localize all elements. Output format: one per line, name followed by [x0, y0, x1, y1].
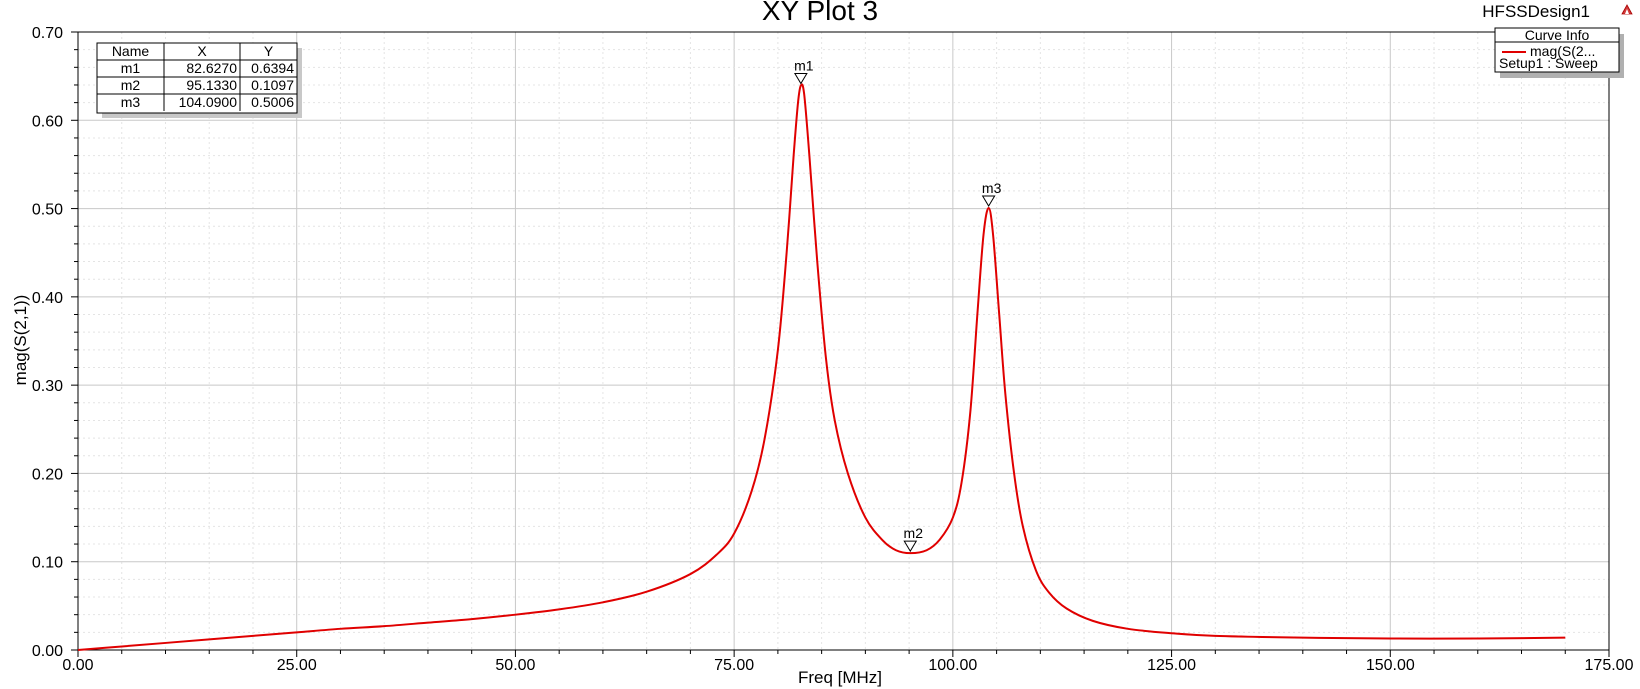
- legend-entry-label: mag(S(2...: [1530, 43, 1595, 59]
- marker-triangle-m2[interactable]: [903, 540, 918, 553]
- x-axis: 0.00 25.00 50.00 75.00 100.00 125.00 150.00 175…: [62, 650, 1634, 674]
- marker-table: Name X Ym1 82.6270 0.6394 m2 95.1330 0.1097 m3 10…: [96, 42, 302, 118]
- y-tick-label: 0.60: [32, 113, 63, 130]
- legend-entry-sub: Setup1 : Sweep: [1499, 55, 1598, 71]
- x-tick-label: 175.00: [1585, 657, 1634, 674]
- marker-table-box: [96, 42, 298, 114]
- plot-area-frame: [77, 31, 1610, 651]
- logo-icon-inner: [1625, 9, 1629, 14]
- y-axis-label: mag(S(2,1)): [11, 295, 30, 386]
- design-name: HFSSDesign1: [1482, 2, 1590, 21]
- marker-table-cell: m3: [121, 94, 141, 110]
- legend-header: Curve Info: [1525, 27, 1590, 43]
- marker-table-cell: 95.1330: [186, 77, 237, 93]
- y-tick-label: 0.40: [32, 290, 63, 307]
- marker-label-m1: m1: [794, 58, 814, 74]
- x-tick-label: 50.00: [495, 657, 535, 674]
- y-tick-label: 0.10: [32, 555, 63, 572]
- marker-table-cell: 0.1097: [251, 77, 294, 93]
- marker-table-cell: m2: [121, 77, 141, 93]
- marker-table-cell: 0.5006: [251, 94, 294, 110]
- marker-triangle-m1[interactable]: [793, 73, 808, 85]
- x-axis-label: Freq [MHz]: [798, 668, 882, 687]
- y-tick-label: 0.70: [32, 25, 63, 42]
- x-tick-label: 100.00: [928, 657, 977, 674]
- y-tick-label: 0.20: [32, 466, 63, 483]
- x-tick-label: 150.00: [1366, 657, 1415, 674]
- marker-table-header: Y: [264, 43, 274, 59]
- series-line: [77, 83, 1566, 651]
- curve-layer: [77, 83, 1566, 651]
- marker-table-cell: m1: [121, 60, 141, 76]
- legend: Curve Info mag(S(2... Setup1 : Sweep: [1494, 27, 1624, 78]
- y-axis: 0.00 0.10 0.20 0.30 0.40 0.50 0.60 0.70: [32, 25, 78, 660]
- plot-grid: [78, 32, 1609, 650]
- marker-table-header: X: [197, 43, 207, 59]
- marker-table-cell: 0.6394: [251, 60, 294, 76]
- y-tick-label: 0.50: [32, 202, 63, 219]
- x-tick-label: 0.00: [62, 657, 93, 674]
- y-tick-label: 0.00: [32, 643, 63, 660]
- marker-label-m2: m2: [904, 525, 924, 541]
- y-tick-label: 0.30: [32, 378, 63, 395]
- legend-box: [1494, 27, 1620, 73]
- x-tick-label: 125.00: [1147, 657, 1196, 674]
- x-tick-label: 75.00: [714, 657, 754, 674]
- marker-layer: m1 m2 m3: [793, 58, 1002, 553]
- marker-label-m3: m3: [982, 180, 1002, 196]
- marker-table-cell: 82.6270: [186, 60, 237, 76]
- marker-table-cell: 104.0900: [179, 94, 238, 110]
- marker-triangle-m3[interactable]: [981, 195, 996, 208]
- x-tick-label: 25.00: [277, 657, 317, 674]
- marker-table-header: Name: [112, 43, 150, 59]
- plot-title: XY Plot 3: [762, 0, 878, 26]
